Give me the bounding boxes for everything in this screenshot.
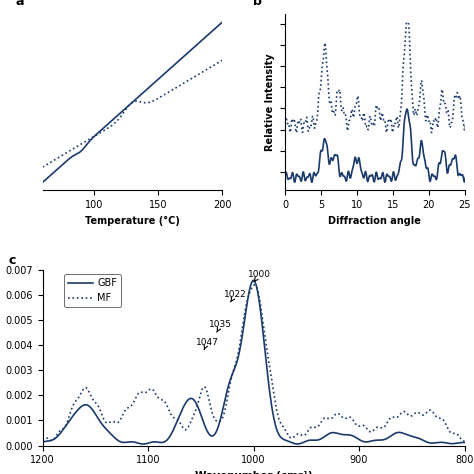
GBF [377,438,383,443]
Text: 1022: 1022 [224,290,247,302]
Y-axis label: Relative Intensity: Relative Intensity [264,54,274,151]
Text: b: b [253,0,262,9]
MF [83,385,89,391]
MF [377,425,383,430]
X-axis label: Diffraction angle: Diffraction angle [328,216,421,226]
MF [40,438,46,443]
GBF [251,278,256,283]
Legend: GBF, MF: GBF, MF [64,274,121,307]
GBF [83,402,89,408]
Text: c: c [9,254,16,267]
GBF [211,432,217,438]
MF [330,414,336,420]
MF [252,282,257,288]
GBF [370,438,375,444]
GBF [140,441,146,447]
GBF [226,381,232,387]
MF [226,390,231,395]
Text: 1000: 1000 [248,270,271,282]
Text: 1047: 1047 [196,338,219,350]
MF [369,428,375,434]
MF [462,438,467,444]
MF [210,413,216,419]
X-axis label: Temperature (°C): Temperature (°C) [85,216,180,226]
Line: MF: MF [43,285,465,441]
MF [461,438,467,444]
Text: 1035: 1035 [210,320,232,332]
GBF [40,439,46,445]
X-axis label: Wavenumber (cm⁻¹): Wavenumber (cm⁻¹) [195,471,312,474]
Text: a: a [16,0,24,9]
Line: GBF: GBF [43,281,465,444]
GBF [462,440,467,446]
GBF [330,430,336,436]
